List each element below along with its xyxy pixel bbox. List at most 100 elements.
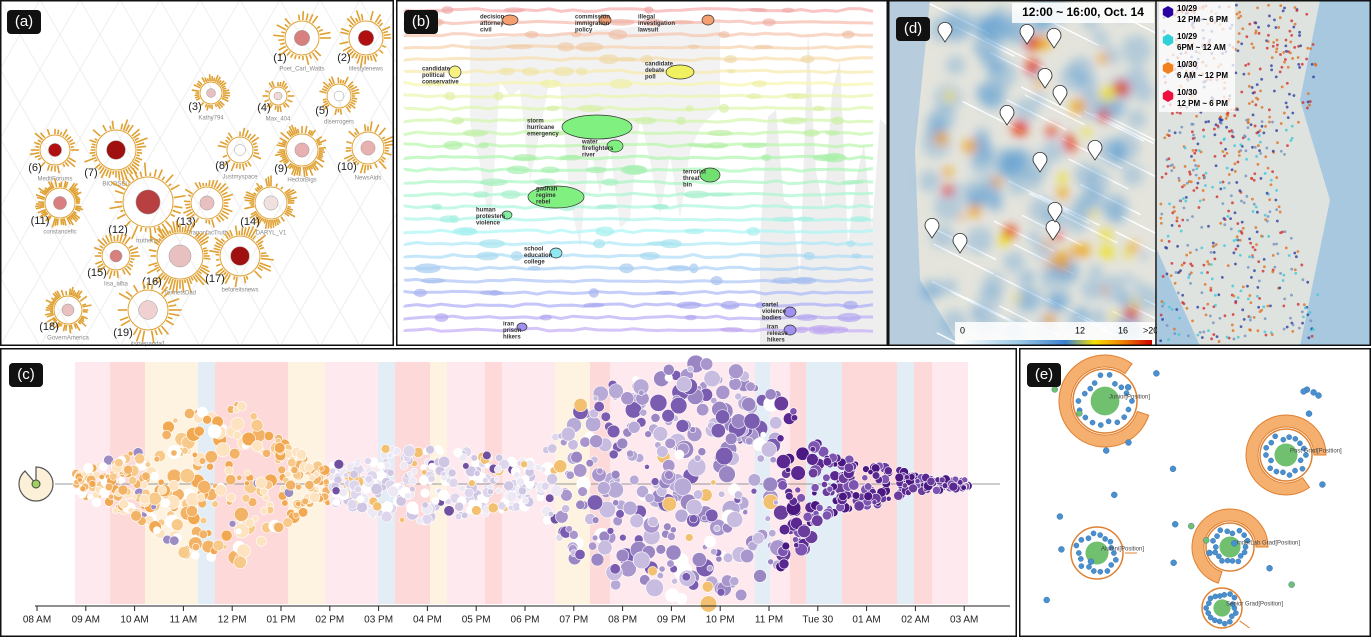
node-spike [236, 164, 237, 169]
event-dot [1231, 324, 1234, 327]
topic-keyword: immigration [575, 21, 610, 27]
event-dot [1286, 326, 1289, 329]
message-bubble [769, 417, 782, 430]
message-bubble [779, 524, 790, 535]
message-bubble [112, 508, 118, 514]
event-dot [1195, 167, 1198, 170]
member-dot [1222, 621, 1227, 626]
topic-leaf [576, 42, 604, 51]
loose-node [1125, 384, 1131, 390]
event-dot [1282, 51, 1285, 54]
member-dot [1227, 591, 1232, 596]
node-spike [343, 80, 344, 83]
loose-node [1171, 560, 1177, 566]
event-dot [1173, 328, 1176, 331]
message-bubble [773, 500, 778, 505]
message-bubble [419, 476, 428, 485]
heat-hot [1046, 126, 1057, 137]
event-dot [1232, 313, 1235, 316]
message-bubble [872, 472, 880, 480]
loose-node [1088, 559, 1094, 565]
message-bubble [961, 485, 967, 491]
message-bubble [250, 413, 258, 421]
event-dot [1287, 66, 1290, 69]
event-dot [1283, 153, 1286, 156]
message-bubble [621, 392, 634, 405]
event-dot [1286, 106, 1289, 109]
event-dot [1195, 174, 1198, 177]
event-dot [1215, 243, 1218, 246]
event-dot [1187, 334, 1190, 337]
event-dot [1258, 279, 1261, 282]
event-dot [1210, 251, 1213, 254]
event-dot [1256, 6, 1259, 9]
event-dot [1253, 203, 1256, 206]
legend-range: 12 PM ~ 6 PM [1177, 99, 1228, 108]
topic-leaf [837, 313, 861, 322]
node-center [264, 196, 278, 210]
message-bubble [245, 519, 254, 528]
event-dot [1239, 239, 1242, 242]
node-spike [299, 15, 300, 21]
node-center [169, 245, 191, 267]
event-dot [1195, 149, 1198, 152]
message-bubble [672, 578, 678, 584]
message-bubble [80, 486, 86, 492]
event-dot [1198, 149, 1201, 152]
member-dot [1268, 466, 1273, 471]
message-bubble [128, 451, 133, 456]
member-dot [1091, 568, 1096, 573]
event-dot [1306, 313, 1309, 316]
message-bubble [785, 492, 793, 500]
event-dot [1191, 264, 1194, 267]
member-dot [1206, 601, 1211, 606]
event-dot [1231, 285, 1234, 288]
topic-leaf [589, 288, 599, 298]
topic-leaf [634, 117, 656, 125]
message-bubble [729, 378, 742, 391]
message-bubble [848, 480, 859, 491]
event-dot [1278, 287, 1281, 290]
member-dot [1074, 543, 1079, 548]
event-dot [1244, 149, 1247, 152]
topic-leaf [559, 155, 582, 161]
message-bubble [83, 463, 93, 473]
message-bubble [795, 487, 801, 493]
topic-leaf [785, 93, 810, 99]
topic-leaf [685, 229, 705, 235]
message-bubble [782, 542, 790, 550]
topic-leaf [619, 263, 634, 273]
event-dot [1297, 63, 1300, 66]
heat-hot [1125, 252, 1132, 259]
heat-hot [945, 91, 955, 101]
group-label: Alumni[Position] [1101, 547, 1144, 553]
event-dot [1183, 207, 1186, 210]
event-dot [1312, 76, 1315, 79]
panel-label: (e) [1035, 366, 1053, 383]
message-bubble [723, 553, 733, 563]
event-dot [1295, 255, 1298, 258]
node-number: (2) [337, 52, 350, 64]
topic-leaf [825, 130, 839, 135]
topic-leaf [557, 42, 574, 51]
node-number: (3) [188, 101, 201, 113]
message-bubble [727, 512, 743, 528]
event-dot [1283, 112, 1286, 115]
event-dot [1256, 286, 1259, 289]
message-bubble [704, 536, 715, 547]
event-dot [1288, 93, 1291, 96]
message-bubble [696, 403, 708, 415]
event-dot [1237, 40, 1240, 43]
event-dot [1247, 63, 1250, 66]
message-bubble [422, 514, 432, 524]
event-dot [1236, 235, 1239, 238]
event-dot [1230, 228, 1233, 231]
message-bubble [886, 496, 891, 501]
node-spike [141, 227, 142, 231]
message-bubble [640, 409, 647, 416]
message-bubble [496, 488, 502, 494]
message-bubble [236, 475, 242, 481]
message-bubble [909, 484, 918, 493]
message-bubble [264, 431, 273, 440]
